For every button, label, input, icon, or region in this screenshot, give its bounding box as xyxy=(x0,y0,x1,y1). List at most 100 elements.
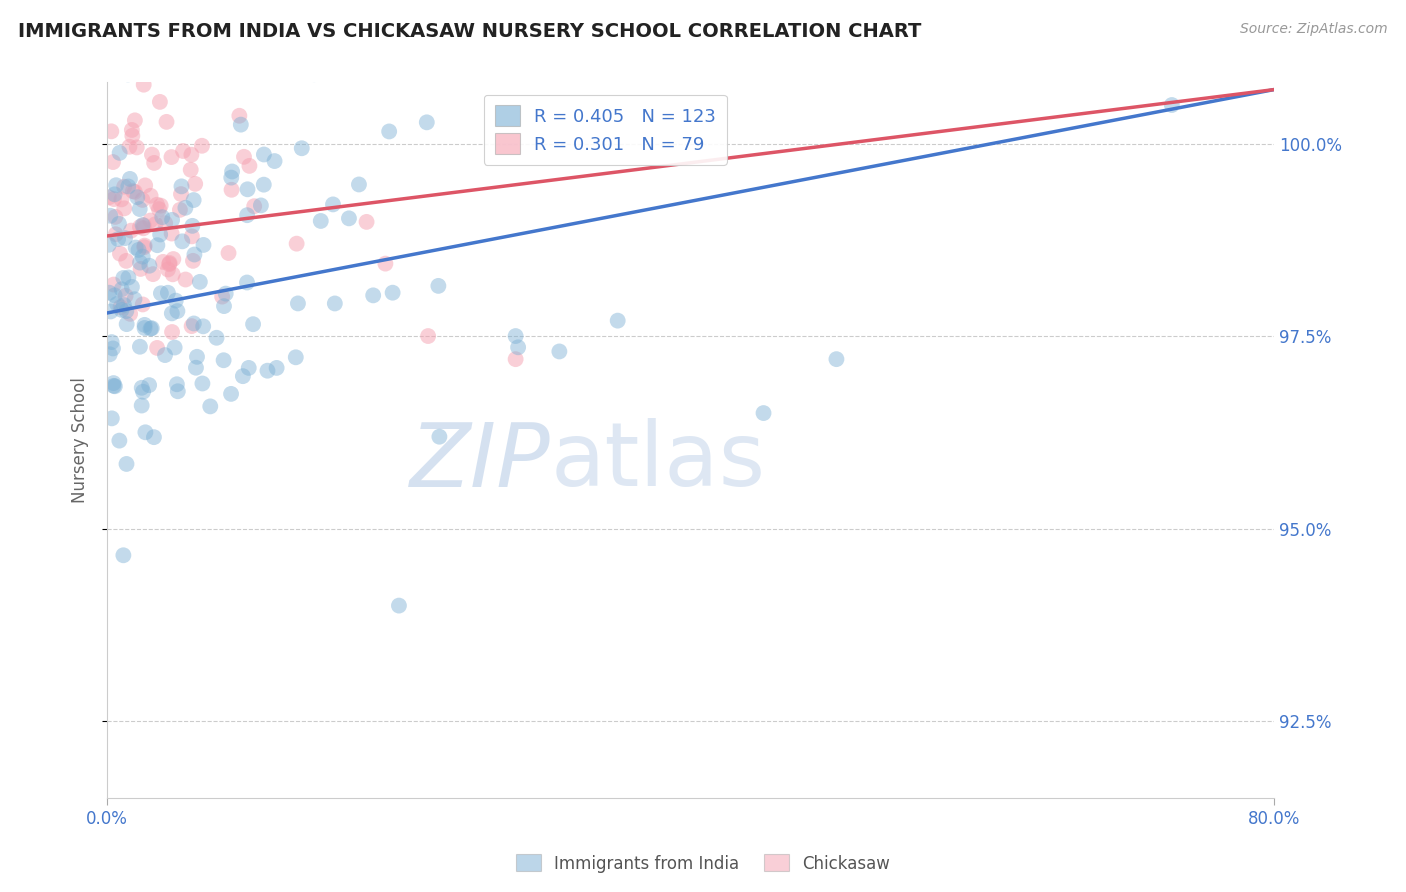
Point xyxy=(129,220,152,235)
Point xyxy=(211,290,233,304)
Point xyxy=(236,208,259,222)
Point xyxy=(103,192,125,206)
Point xyxy=(103,277,125,292)
Point xyxy=(118,140,141,154)
Point xyxy=(101,155,124,169)
Point xyxy=(193,238,215,252)
Point xyxy=(180,319,202,334)
Point xyxy=(291,141,314,155)
Point xyxy=(124,113,146,128)
Point xyxy=(238,360,260,375)
Point xyxy=(107,232,129,246)
Point xyxy=(169,202,191,217)
Point xyxy=(105,297,128,311)
Point xyxy=(160,306,183,320)
Point xyxy=(160,150,183,164)
Point xyxy=(97,190,120,204)
Point xyxy=(115,253,138,268)
Point xyxy=(191,376,214,391)
Point xyxy=(416,329,439,343)
Point xyxy=(131,297,153,311)
Point xyxy=(427,278,450,293)
Point xyxy=(548,344,571,359)
Point xyxy=(134,238,156,252)
Point xyxy=(156,262,179,277)
Point xyxy=(284,351,307,365)
Point xyxy=(606,313,628,327)
Point xyxy=(183,193,205,207)
Point xyxy=(162,268,184,282)
Point xyxy=(134,178,156,193)
Point xyxy=(238,159,260,173)
Point xyxy=(381,285,404,300)
Point xyxy=(160,213,183,227)
Point xyxy=(139,321,162,335)
Point xyxy=(98,209,121,223)
Point xyxy=(218,246,240,260)
Point xyxy=(232,369,254,384)
Point xyxy=(139,188,162,202)
Point xyxy=(256,364,278,378)
Legend: R = 0.405   N = 123, R = 0.301   N = 79: R = 0.405 N = 123, R = 0.301 N = 79 xyxy=(484,95,727,165)
Y-axis label: Nursery School: Nursery School xyxy=(72,377,89,503)
Point xyxy=(131,381,153,395)
Point xyxy=(138,378,160,392)
Point xyxy=(170,179,193,194)
Point xyxy=(193,319,215,334)
Point xyxy=(219,387,242,401)
Point xyxy=(146,238,169,252)
Point xyxy=(149,227,172,242)
Point xyxy=(429,430,451,444)
Point xyxy=(172,144,194,158)
Point xyxy=(132,221,155,235)
Point xyxy=(309,214,332,228)
Point xyxy=(149,95,172,109)
Point xyxy=(153,348,176,362)
Point xyxy=(233,150,256,164)
Point xyxy=(184,360,207,375)
Point xyxy=(165,293,187,308)
Point xyxy=(153,216,176,230)
Point xyxy=(170,187,193,202)
Point xyxy=(110,193,132,207)
Point xyxy=(108,434,131,448)
Point xyxy=(103,187,125,202)
Point xyxy=(157,257,180,271)
Point xyxy=(129,340,152,354)
Point xyxy=(356,215,378,229)
Point xyxy=(159,256,181,270)
Point xyxy=(131,218,153,232)
Point xyxy=(181,219,204,233)
Point xyxy=(118,172,141,186)
Text: ZIP: ZIP xyxy=(411,418,551,505)
Point xyxy=(183,247,205,261)
Point xyxy=(149,199,172,213)
Point xyxy=(149,286,172,301)
Point xyxy=(505,329,527,343)
Point xyxy=(127,190,149,204)
Point xyxy=(104,288,127,302)
Point xyxy=(191,138,214,153)
Point xyxy=(302,67,325,81)
Point xyxy=(752,406,775,420)
Text: IMMIGRANTS FROM INDIA VS CHICKASAW NURSERY SCHOOL CORRELATION CHART: IMMIGRANTS FROM INDIA VS CHICKASAW NURSE… xyxy=(18,22,922,41)
Point xyxy=(212,299,235,313)
Point xyxy=(253,178,276,192)
Point xyxy=(150,210,173,224)
Point xyxy=(163,341,186,355)
Legend: Immigrants from India, Chickasaw: Immigrants from India, Chickasaw xyxy=(509,847,897,880)
Point xyxy=(184,177,207,191)
Point xyxy=(108,217,131,231)
Point xyxy=(120,307,142,321)
Point xyxy=(128,243,150,257)
Point xyxy=(111,282,134,296)
Point xyxy=(374,257,396,271)
Point xyxy=(131,193,153,207)
Point xyxy=(253,147,276,161)
Point xyxy=(322,197,344,211)
Point xyxy=(229,118,252,132)
Point xyxy=(141,147,163,161)
Point xyxy=(132,384,155,399)
Point xyxy=(160,325,183,339)
Point xyxy=(131,399,153,413)
